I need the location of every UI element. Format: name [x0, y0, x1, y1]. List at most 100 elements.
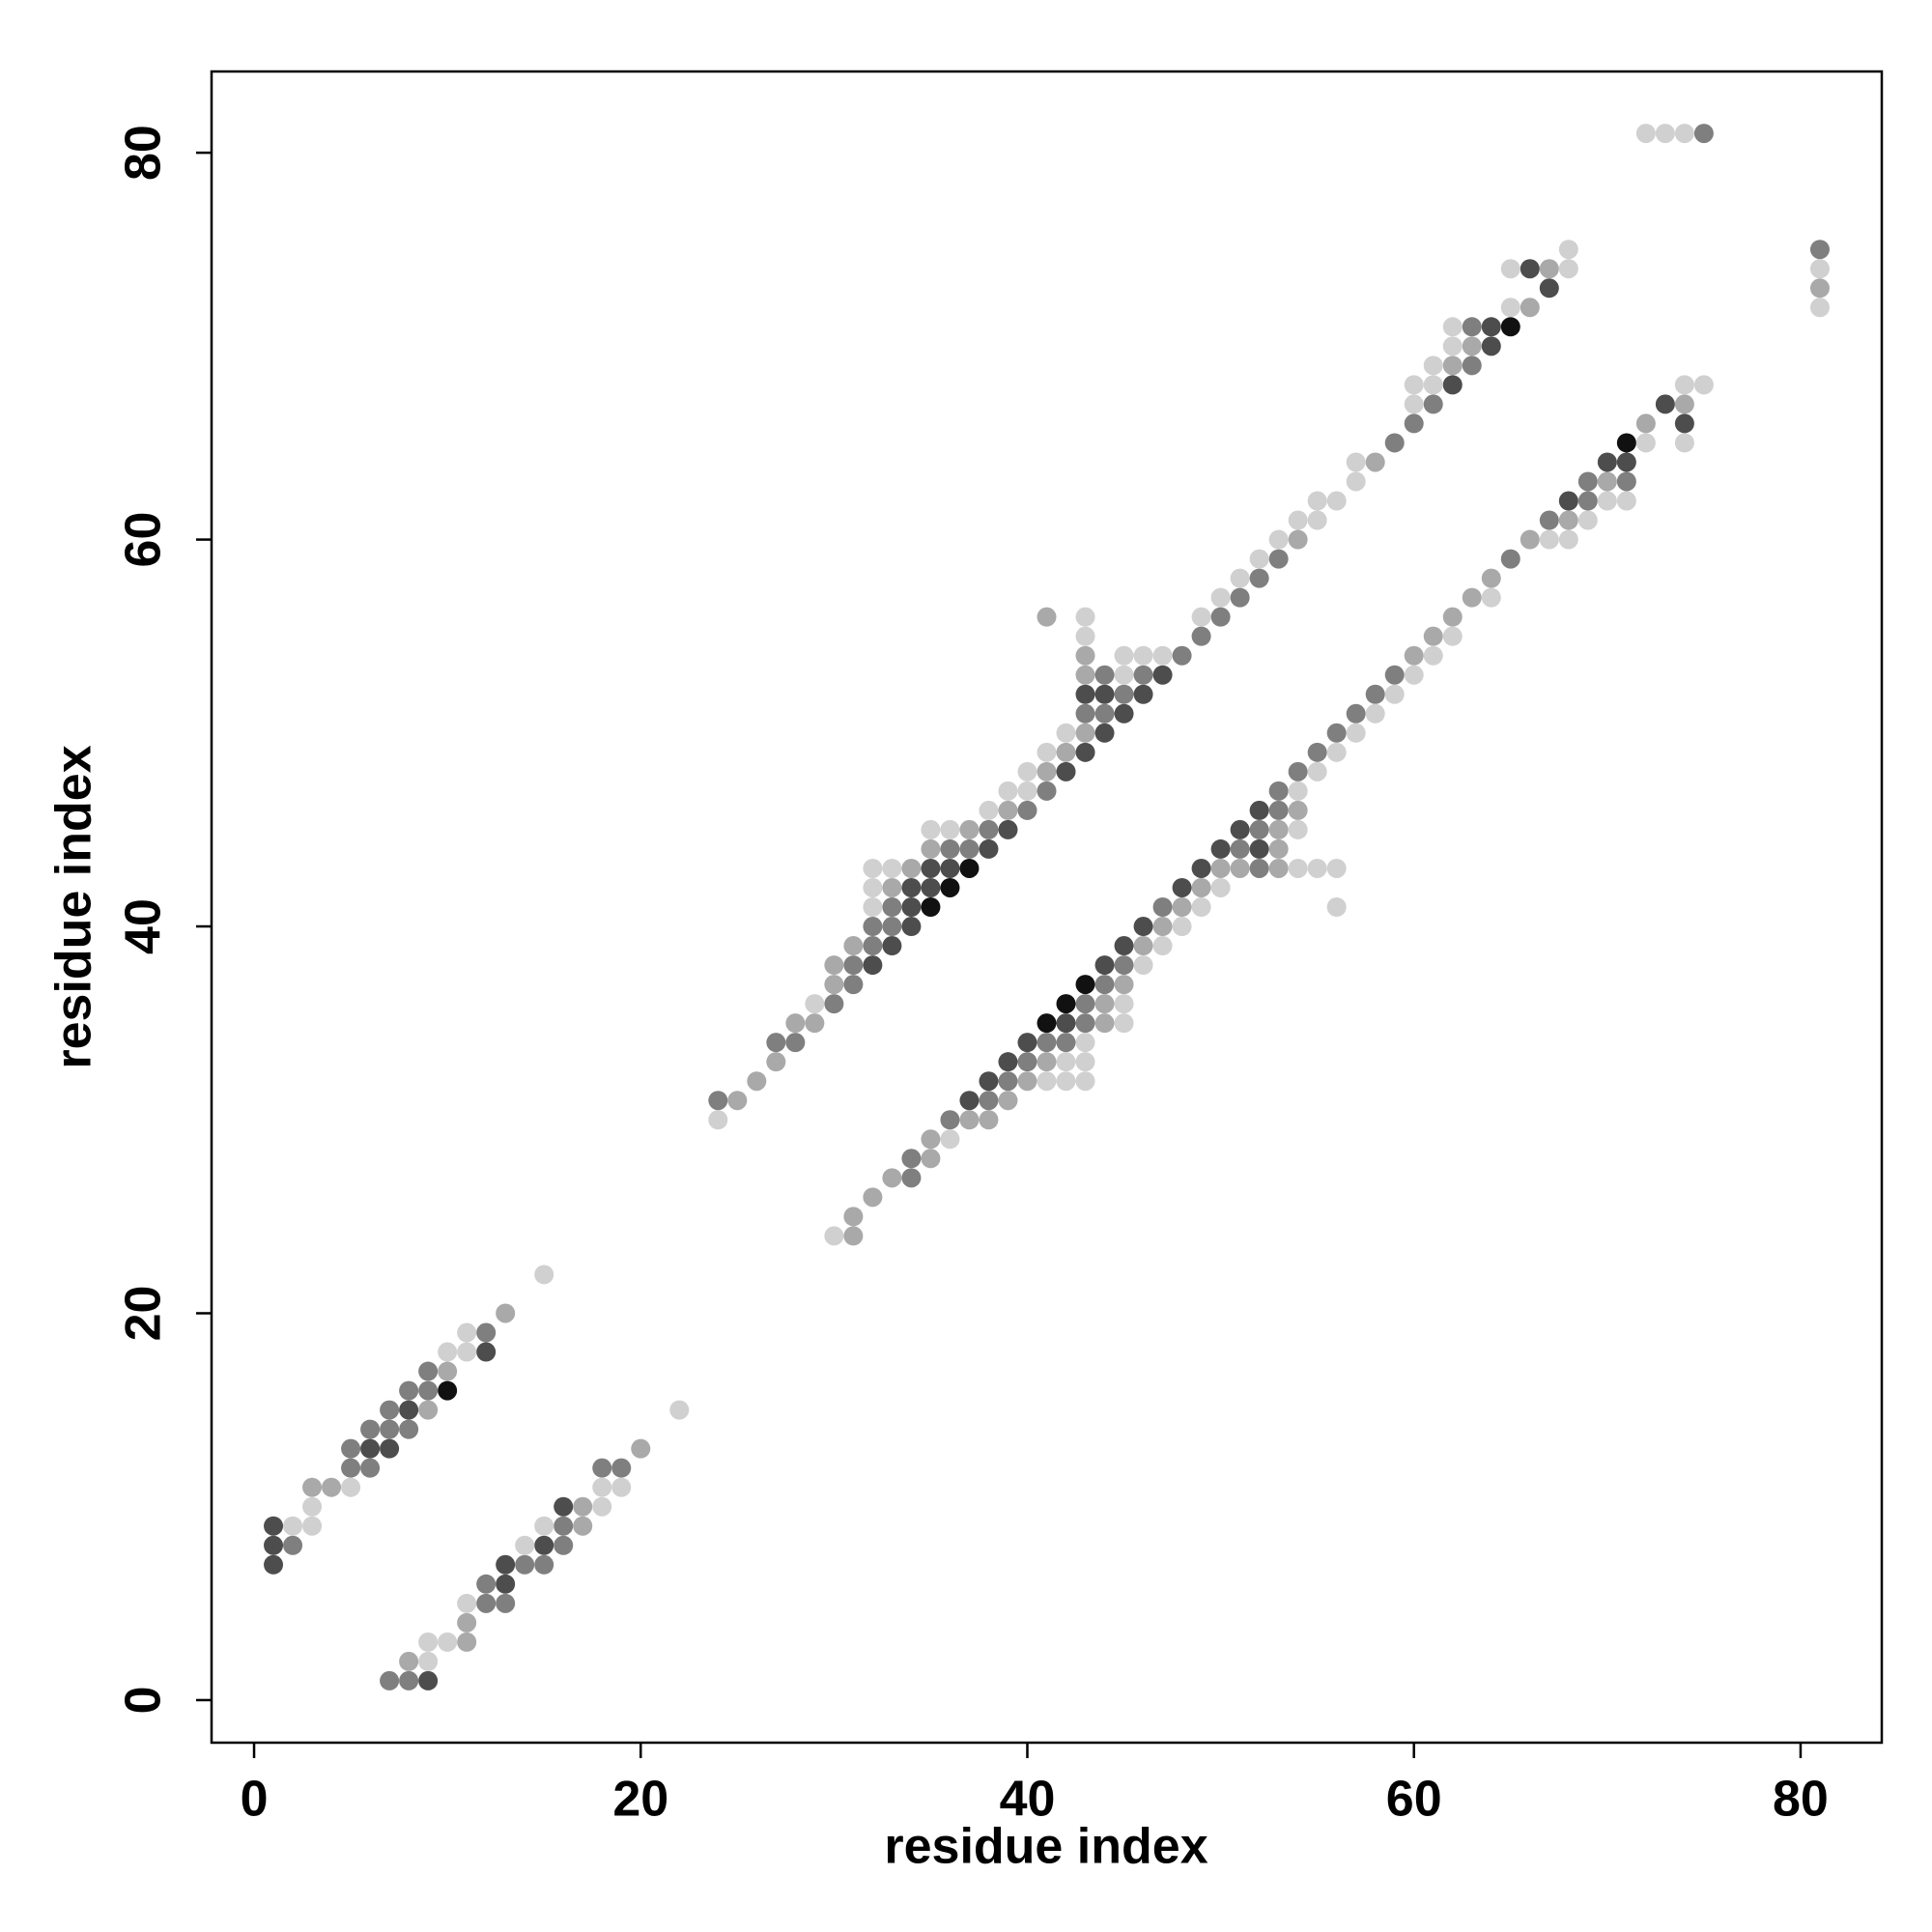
point — [1230, 838, 1250, 859]
point — [592, 1496, 612, 1517]
point — [824, 975, 844, 995]
point — [1404, 645, 1424, 666]
point — [843, 1207, 864, 1227]
point — [1249, 568, 1269, 588]
point — [534, 1264, 554, 1285]
point — [399, 1380, 419, 1401]
point — [1616, 491, 1636, 511]
point — [1693, 375, 1714, 395]
point — [1307, 510, 1327, 530]
point — [1423, 355, 1443, 376]
point — [1500, 549, 1520, 569]
point — [1172, 645, 1192, 666]
point — [592, 1458, 612, 1478]
point — [1191, 607, 1211, 627]
point — [1693, 124, 1714, 144]
point — [1481, 317, 1501, 337]
point — [1520, 259, 1540, 279]
point — [863, 1187, 883, 1208]
point — [1288, 819, 1308, 839]
point — [1288, 510, 1308, 530]
point — [1326, 858, 1347, 878]
point — [1152, 917, 1173, 937]
point — [1191, 858, 1211, 878]
point — [1288, 781, 1308, 801]
point — [1674, 375, 1694, 395]
point — [998, 819, 1018, 839]
point — [496, 1593, 516, 1613]
point — [1056, 723, 1076, 743]
x-tick-label: 20 — [612, 1772, 668, 1828]
point — [1037, 1052, 1057, 1072]
point — [863, 936, 883, 956]
point — [476, 1342, 497, 1362]
point — [1307, 858, 1327, 878]
point — [1384, 665, 1405, 685]
point — [283, 1535, 303, 1555]
point — [863, 955, 883, 976]
point — [998, 800, 1018, 820]
point — [921, 838, 941, 859]
point — [882, 858, 902, 878]
point — [1133, 684, 1153, 704]
point — [1346, 703, 1366, 724]
point — [1655, 394, 1675, 414]
point — [264, 1535, 284, 1555]
point — [399, 1670, 419, 1690]
point — [1558, 510, 1578, 530]
point — [1288, 529, 1308, 550]
point — [959, 838, 980, 859]
point — [1577, 510, 1598, 530]
point — [901, 858, 922, 878]
point — [1635, 413, 1656, 434]
point — [418, 1670, 439, 1690]
point — [1326, 897, 1347, 917]
point — [940, 1110, 960, 1130]
point — [1075, 684, 1095, 704]
point — [1075, 742, 1095, 762]
point — [1114, 703, 1134, 724]
point — [1056, 1052, 1076, 1072]
point — [1462, 317, 1482, 337]
point — [1577, 491, 1598, 511]
point — [476, 1574, 497, 1594]
point — [1616, 452, 1636, 472]
point — [1268, 781, 1289, 801]
point — [1307, 491, 1327, 511]
point — [1404, 413, 1424, 434]
point — [959, 819, 980, 839]
point — [1520, 529, 1540, 550]
point — [1365, 452, 1385, 472]
point — [554, 1535, 574, 1555]
point — [1404, 375, 1424, 395]
point — [264, 1516, 284, 1536]
x-tick-label: 40 — [1000, 1772, 1056, 1828]
point — [1114, 994, 1134, 1014]
x-tick-label: 0 — [241, 1772, 269, 1828]
point — [863, 858, 883, 878]
point — [1481, 568, 1501, 588]
point — [1809, 278, 1830, 298]
point — [1094, 723, 1115, 743]
point — [418, 1380, 439, 1401]
point — [1075, 607, 1095, 627]
point — [1017, 1052, 1037, 1072]
point — [534, 1554, 554, 1575]
point — [1288, 858, 1308, 878]
point — [1133, 645, 1153, 666]
point — [959, 1091, 980, 1111]
point — [1172, 917, 1192, 937]
point — [1249, 838, 1269, 859]
point — [1037, 607, 1057, 627]
point — [1075, 994, 1095, 1014]
point — [1210, 838, 1231, 859]
point — [959, 1110, 980, 1130]
point — [824, 1226, 844, 1246]
point — [1133, 936, 1153, 956]
point — [921, 819, 941, 839]
point — [380, 1400, 400, 1420]
point — [1520, 298, 1540, 318]
y-tick-label: 0 — [116, 1686, 172, 1714]
point — [1674, 394, 1694, 414]
